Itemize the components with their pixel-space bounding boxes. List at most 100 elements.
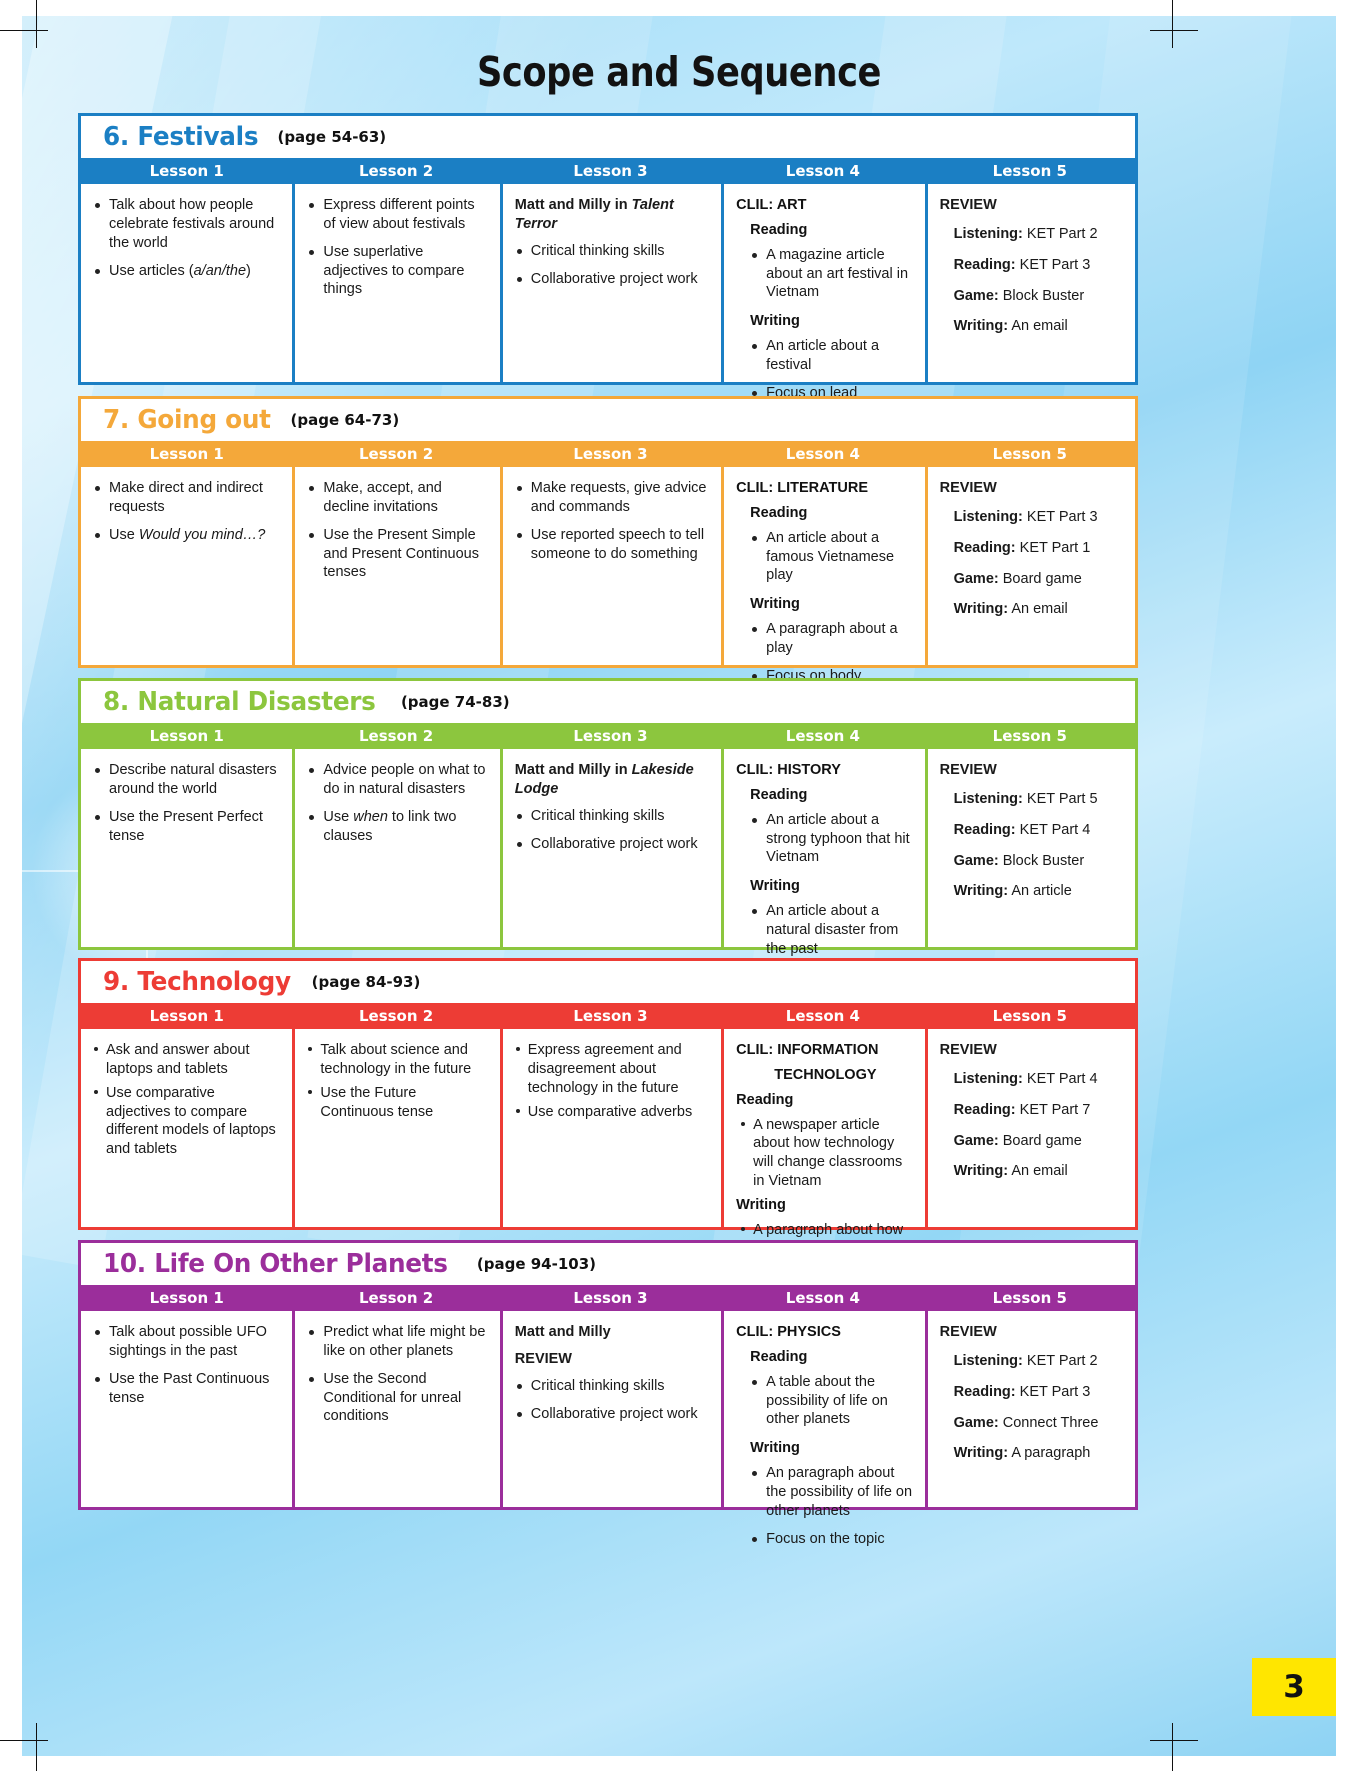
- bullet-list: A newspaper article about how technology…: [740, 1116, 914, 1191]
- story-title: Matt and Milly in Lakeside Lodge: [514, 762, 694, 797]
- review-row: Listening: KET Part 4: [954, 1070, 1125, 1089]
- list-item: Use Would you mind…?: [93, 526, 282, 545]
- review-row: Game: Block Buster: [954, 287, 1125, 306]
- list-item: Critical thinking skills: [515, 807, 711, 826]
- list-item: Advice people on what to do in natural d…: [307, 761, 489, 799]
- list-item: Focus on the topic: [750, 1530, 914, 1549]
- review-row: Listening: KET Part 2: [954, 1352, 1125, 1371]
- lesson-header-3: Lesson 3: [573, 727, 648, 745]
- bullet-list: Ask and answer about laptops and tablets…: [93, 1041, 282, 1159]
- unit-name: 9. Technology: [103, 967, 291, 997]
- lesson-header-5: Lesson 5: [992, 162, 1067, 180]
- review-row-value: KET Part 4: [1019, 821, 1091, 838]
- review-row: Reading: KET Part 3: [954, 256, 1125, 275]
- lesson-cell-1: Talk about how people celebrate festival…: [81, 184, 292, 382]
- review-row-value: KET Part 2: [1026, 1352, 1098, 1369]
- list-item: Predict what life might be like on other…: [307, 1323, 489, 1361]
- review-row-value: KET Part 3: [1019, 1383, 1091, 1400]
- review-row-value: Block Buster: [1002, 852, 1085, 869]
- bullet-list: Talk about science and technology in the…: [307, 1041, 489, 1121]
- reading-label: Reading: [750, 1348, 808, 1365]
- list-item: An paragraph about the possibility of li…: [750, 1464, 914, 1521]
- review-row-value: KET Part 2: [1026, 225, 1098, 242]
- review-row-value: An email: [1011, 318, 1068, 335]
- lesson-header-2: Lesson 2: [358, 1289, 434, 1307]
- list-item: A newspaper article about how technology…: [740, 1116, 914, 1191]
- review-row: Listening: KET Part 5: [954, 790, 1125, 809]
- review-row-label: Writing:: [953, 1163, 1009, 1180]
- review-row-value: Board game: [1002, 1132, 1082, 1149]
- review-row-value: KET Part 3: [1026, 508, 1098, 525]
- bullet-list: Talk about possible UFO sightings in the…: [93, 1323, 282, 1407]
- bullet-list: Express different points of view about f…: [307, 196, 489, 299]
- unit-table-10: 10. Life On Other Planets (page 94-103) Le…: [78, 1240, 1138, 1547]
- list-item: Use comparative adjectives to compare di…: [93, 1084, 282, 1159]
- review-row-value: KET Part 1: [1019, 539, 1091, 556]
- review-row-label: Reading:: [953, 539, 1016, 556]
- unit-page-range: (page 94-103): [476, 1255, 596, 1273]
- reading-label: Reading: [750, 504, 808, 521]
- list-item: An article about a natural disaster from…: [750, 902, 914, 959]
- lesson-cell-5: REVIEW Listening: KET Part 4 Reading: KET …: [924, 1029, 1135, 1227]
- review-row-label: Listening:: [953, 1070, 1023, 1087]
- list-item: Make direct and indirect requests: [93, 479, 282, 517]
- review-row-label: Writing:: [953, 883, 1009, 900]
- list-item: A paragraph about a play: [750, 620, 914, 658]
- unit-title-bar: 10. Life On Other Planets (page 94-103): [81, 1243, 1135, 1285]
- lesson-cell-1: Make direct and indirect requests Use Wou…: [81, 467, 292, 665]
- lesson-header-2: Lesson 2: [358, 162, 434, 180]
- list-item: Critical thinking skills: [515, 242, 711, 261]
- review-row-value: A paragraph: [1011, 1445, 1091, 1462]
- lesson-header-4: Lesson 4: [785, 445, 860, 463]
- list-item: A table about the possibility of life on…: [750, 1373, 914, 1430]
- lesson-header-3: Lesson 3: [573, 1007, 648, 1025]
- review-row-label: Game:: [953, 570, 999, 587]
- list-item: Collaborative project work: [515, 835, 711, 854]
- review-row: Writing: A paragraph: [954, 1444, 1125, 1463]
- review-row-value: Board game: [1002, 570, 1082, 587]
- writing-label: Writing: [750, 1440, 800, 1457]
- lesson-cell-4: CLIL: LITERATURE Reading An article about …: [721, 467, 924, 703]
- bullet-list: A magazine article about an art festival…: [750, 246, 914, 303]
- lesson-body-row: Make direct and indirect requests Use Wou…: [81, 467, 1135, 703]
- clil-subject: CLIL: LITERATURE: [736, 480, 868, 496]
- lesson-header-5: Lesson 5: [992, 727, 1067, 745]
- review-row-value: An email: [1011, 601, 1068, 618]
- unit-title-bar: 6. Festivals (page 54-63): [81, 116, 1135, 158]
- bullet-list: Make, accept, and decline invitations Use…: [307, 479, 489, 582]
- unit-title-bar: 7. Going out (page 64-73): [81, 399, 1135, 441]
- lesson-header-5: Lesson 5: [992, 445, 1067, 463]
- writing-label: Writing: [750, 596, 800, 613]
- bullet-list: Make direct and indirect requests Use Wou…: [93, 479, 282, 545]
- lesson-header-1: Lesson 1: [149, 727, 224, 745]
- lesson-header-row: Lesson 1 Lesson 2 Lesson 3 Lesson 4 Lesson 5: [81, 1285, 1135, 1311]
- unit-table-8: 8. Natural Disasters (page 74-83) Lesson 1…: [78, 678, 1138, 1003]
- list-item: Use the Present Perfect tense: [93, 808, 282, 846]
- story-title: Matt and Milly: [514, 1324, 611, 1340]
- unit-table-7: 7. Going out (page 64-73) Lesson 1 Lesson 2…: [78, 396, 1138, 703]
- bullet-list: Critical thinking skills Collaborative pr…: [515, 807, 711, 854]
- bullet-list: Advice people on what to do in natural d…: [307, 761, 489, 845]
- lesson-header-1: Lesson 1: [149, 1007, 224, 1025]
- bullet-list: Predict what life might be like on other…: [307, 1323, 489, 1426]
- lesson-cell-3: Matt and Milly in Lakeside Lodge Critical…: [499, 749, 721, 947]
- review-row-label: Game:: [953, 1132, 999, 1149]
- lesson-header-5: Lesson 5: [992, 1289, 1067, 1307]
- review-row: Game: Connect Three: [954, 1414, 1125, 1433]
- list-item: Express different points of view about f…: [307, 196, 489, 234]
- lesson-cell-1: Ask and answer about laptops and tablets…: [81, 1029, 292, 1227]
- review-row-label: Reading:: [953, 1101, 1016, 1118]
- list-item: Use the Second Conditional for unreal co…: [307, 1370, 489, 1427]
- review-title: REVIEW: [939, 1324, 997, 1340]
- review-title: REVIEW: [939, 197, 997, 213]
- lesson-cell-4: CLIL: PHYSICS Reading A table about the po…: [721, 1311, 924, 1547]
- bullet-list: Make requests, give advice and commands U…: [515, 479, 711, 563]
- lesson-header-2: Lesson 2: [358, 445, 434, 463]
- review-row-label: Reading:: [953, 821, 1016, 838]
- lesson-cell-5: REVIEW Listening: KET Part 3 Reading: KET …: [924, 467, 1135, 665]
- bullet-list: Critical thinking skills Collaborative pr…: [515, 1377, 711, 1424]
- writing-label: Writing: [750, 878, 800, 895]
- review-row-label: Reading:: [953, 256, 1016, 273]
- lesson-header-row: Lesson 1 Lesson 2 Lesson 3 Lesson 4 Lesson 5: [81, 158, 1135, 184]
- review-row-label: Writing:: [953, 1445, 1009, 1462]
